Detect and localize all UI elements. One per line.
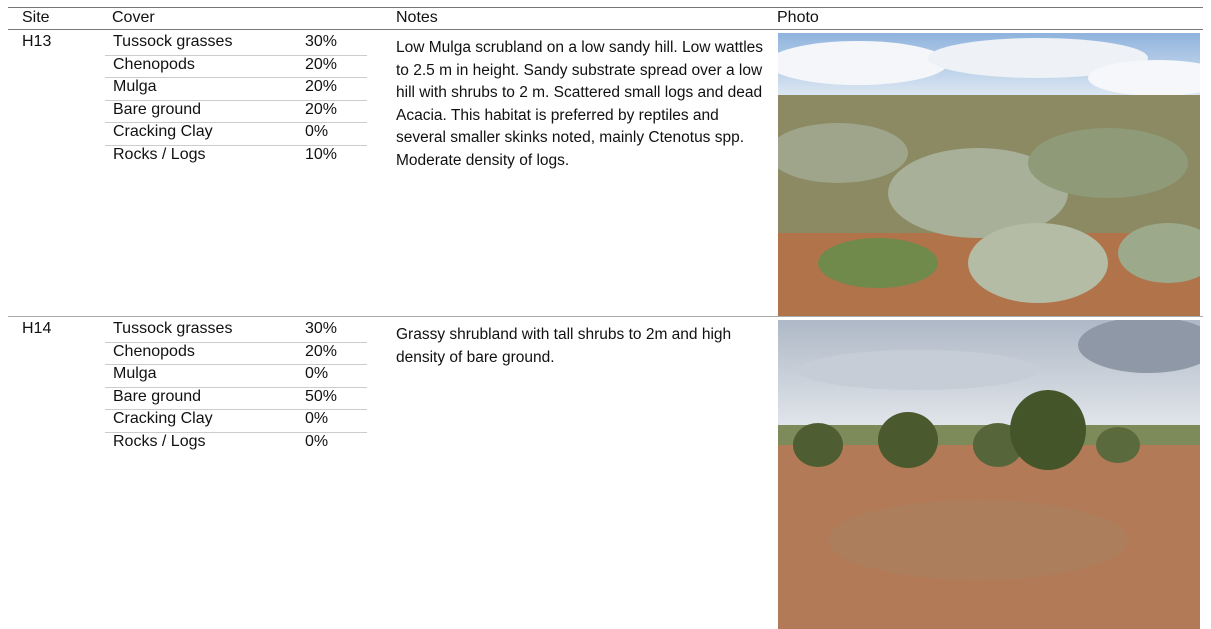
cover-rule	[105, 341, 367, 343]
cover-percent: 30%	[305, 33, 338, 50]
cover-type: Tussock grasses	[113, 33, 233, 50]
cover-rule	[105, 77, 367, 78]
cover-type: Bare ground	[113, 387, 202, 405]
cover-percent: 30%	[305, 320, 338, 337]
photo	[778, 33, 1200, 316]
cover-type: Mulga	[113, 365, 157, 382]
cover-percent: 20%	[305, 342, 338, 360]
cover-percent: 0%	[305, 365, 329, 382]
cover-type: Mulga	[113, 78, 157, 95]
cover-percent: 20%	[305, 100, 338, 118]
header-notes: Notes	[396, 9, 438, 26]
cover-type: Bare ground	[113, 100, 202, 118]
cover-percent: 0%	[305, 432, 329, 450]
rule	[8, 7, 1203, 8]
site: H13	[22, 33, 52, 50]
cover-rule	[105, 386, 367, 388]
cover-rule	[105, 364, 367, 365]
cover-type: Chenopods	[113, 342, 195, 360]
rule	[8, 316, 1203, 317]
notes: Low Mulga scrubland on a low sandy hill.…	[396, 39, 764, 169]
site: H14	[22, 320, 52, 337]
header-photo: Photo	[777, 9, 819, 26]
header-site: Site	[22, 9, 50, 26]
cover-percent: 50%	[305, 387, 338, 405]
cover-rule	[105, 409, 367, 410]
cover-rule	[105, 122, 367, 123]
cover-rule	[105, 99, 367, 101]
cover-type: Cracking Clay	[113, 123, 213, 140]
cover-type: Chenopods	[113, 55, 195, 73]
cover-type: Rocks / Logs	[113, 145, 206, 163]
rule	[8, 29, 1203, 30]
header-cover: Cover	[112, 9, 155, 26]
cover-percent: 10%	[305, 145, 338, 163]
cover-percent: 0%	[305, 410, 329, 427]
cover-type: Tussock grasses	[113, 320, 233, 337]
notes: Grassy shrubland with tall shrubs to 2m …	[396, 326, 732, 366]
cover-type: Rocks / Logs	[113, 432, 206, 450]
cover-percent: 20%	[305, 55, 338, 73]
photo	[778, 320, 1200, 629]
cover-rule	[105, 144, 367, 146]
cover-type: Cracking Clay	[113, 410, 213, 427]
cover-percent: 0%	[305, 123, 329, 140]
cover-rule	[105, 431, 367, 433]
cover-rule	[105, 54, 367, 56]
cover-percent: 20%	[305, 78, 338, 95]
